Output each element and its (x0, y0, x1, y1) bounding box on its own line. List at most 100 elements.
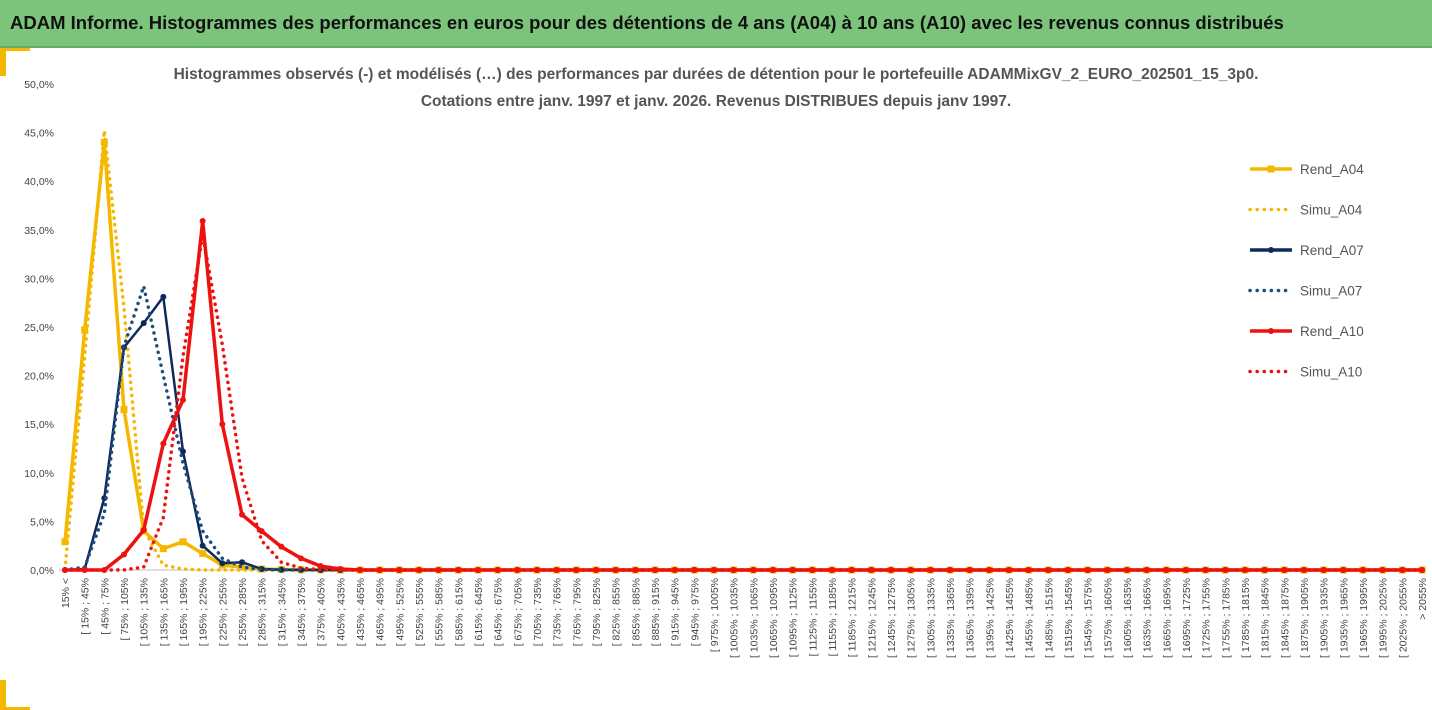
x-tick-label: [ 1125% ; 1155% (807, 578, 819, 656)
x-tick-label: [ 1095% ; 1125% (788, 578, 800, 657)
data-point (947, 567, 953, 573)
x-tick-label: [ 2025% ; 2055% (1397, 578, 1409, 658)
x-tick-label: [ 1605% ; 1635% (1122, 578, 1134, 658)
x-tick-label: [ 1455% ; 1485% (1024, 578, 1036, 658)
x-tick-label: [ 135% ; 165% (158, 578, 170, 646)
x-tick-label: [ 75% ; 105% (119, 578, 131, 640)
x-tick-label: [ 1905% ; 1935% (1319, 578, 1331, 658)
series-line-rend-a04 (63, 140, 1422, 572)
series-line-rend-a10 (65, 219, 1422, 572)
x-tick-label: [ 195% ; 225% (198, 578, 210, 646)
data-point (239, 559, 245, 566)
legend-label-rend-a07: Rend_A07 (1300, 243, 1364, 258)
series-line-simu-a04 (63, 128, 1424, 572)
legend-label-simu-a10: Simu_A10 (1300, 365, 1362, 380)
chart-title: Histogrammes observés (-) et modélisés (… (174, 66, 1259, 83)
data-point (1419, 567, 1425, 573)
x-tick-label: [ 1035% ; 1065% (748, 578, 760, 658)
x-tick-label: [ 1215% ; 1245% (866, 578, 878, 658)
y-tick-label: 10,0% (24, 468, 54, 480)
x-tick-label: [ 1005% ; 1035% (729, 578, 741, 658)
data-point (61, 538, 69, 546)
data-point (986, 567, 993, 573)
data-point (298, 555, 304, 562)
x-tick-label: [ 1725% ; 1755% (1201, 578, 1213, 658)
data-point (160, 440, 167, 447)
legend-marker (1268, 328, 1274, 334)
y-tick-label: 30,0% (24, 273, 54, 285)
x-tick-label: [ 345% ; 375% (296, 578, 308, 646)
y-tick-label: 50,0% (24, 79, 54, 91)
x-tick-label: > 2055% (1417, 578, 1429, 620)
x-tick-label: [ 1155% ; 1185% (827, 578, 839, 656)
series-line-simu-a10 (63, 232, 1424, 572)
legend-marker (1267, 165, 1275, 173)
x-tick-label: [ 435% ; 465% (355, 578, 367, 646)
x-tick-label: [ 1515% ; 1545% (1063, 578, 1075, 658)
x-tick-label: [ 825% ; 855% (611, 578, 623, 646)
x-tick-label: [ 465% ; 495% (375, 578, 387, 646)
corner-mark-top-left-h (0, 48, 30, 51)
data-point (219, 560, 226, 567)
series-rend-a04 (61, 138, 1426, 574)
data-point (179, 538, 187, 546)
x-tick-label: [ 615% ; 645% (473, 578, 485, 646)
y-tick-label: 35,0% (24, 225, 54, 237)
y-tick-label: 15,0% (24, 419, 54, 431)
data-point (199, 542, 206, 549)
series-line-rend-a07 (64, 295, 1422, 572)
data-point (160, 293, 167, 300)
chart-subtitle: Cotations entre janv. 1997 et janv. 2026… (421, 93, 1011, 110)
data-point (829, 567, 835, 573)
x-tick-label: [ 795% ; 825% (591, 578, 603, 646)
x-tick-label: [ 975% ; 1005% (709, 578, 721, 652)
data-point (140, 320, 147, 327)
x-tick-label: [ 165% ; 195% (178, 578, 190, 646)
x-tick-label: [ 1245% ; 1275% (886, 578, 898, 658)
corner-mark-top-left (0, 48, 6, 76)
data-point (868, 567, 875, 573)
data-point (180, 448, 186, 455)
x-tick-label: [ 915% ; 945% (670, 578, 682, 646)
corner-mark-bottom-left (0, 680, 6, 710)
data-point (180, 396, 186, 403)
x-tick-label: [ 105% ; 135% (139, 578, 151, 646)
series-simu-a07 (63, 284, 1424, 572)
legend-item-simu-a10: Simu_A10 (1248, 365, 1362, 380)
series-simu-a04 (63, 128, 1424, 572)
report-banner: ADAM Informe. Histogrammes des performan… (0, 0, 1432, 48)
legend-marker (1268, 247, 1274, 253)
x-tick-label: [ 945% ; 975% (689, 578, 701, 646)
x-tick-label: [ 1845% ; 1875% (1279, 578, 1291, 658)
data-point (966, 567, 973, 573)
x-tick-label: [ 765% ; 795% (571, 578, 583, 646)
data-point (120, 406, 128, 414)
x-tick-label: [ 1365% ; 1395% (965, 578, 977, 658)
y-tick-label: 5,0% (30, 516, 54, 528)
x-tick-label: [ 1395% ; 1425% (984, 578, 996, 658)
corner-mark-bottom-left-h (0, 707, 30, 710)
series-line-simu-a07 (63, 284, 1424, 572)
data-point (159, 545, 167, 553)
data-point (809, 567, 816, 573)
x-tick-label: [ 645% ; 675% (493, 578, 505, 646)
x-tick-label: [ 735% ; 765% (552, 578, 564, 646)
legend-label-rend-a04: Rend_A04 (1300, 162, 1364, 177)
x-tick-label: [ 1755% ; 1785% (1220, 578, 1232, 658)
y-tick-label: 45,0% (24, 128, 54, 140)
report-title: ADAM Informe. Histogrammes des performan… (10, 12, 1284, 33)
data-point (199, 549, 207, 557)
data-point (258, 528, 265, 535)
data-point (81, 326, 89, 334)
x-tick-label: [ 255% ; 285% (237, 578, 249, 646)
histogram-chart: Histogrammes observés (-) et modélisés (… (24, 66, 1429, 658)
data-point (199, 218, 206, 225)
x-tick-label: [ 1185% ; 1215% (847, 578, 859, 657)
data-point (278, 543, 285, 550)
x-tick-label: [ 15% ; 45% (80, 578, 92, 635)
x-tick-label: [ 1575% ; 1605% (1102, 578, 1114, 658)
legend-label-rend-a10: Rend_A10 (1300, 324, 1364, 339)
y-tick-label: 25,0% (24, 322, 54, 334)
data-point (121, 551, 127, 558)
x-tick-label: [ 705% ; 735% (532, 578, 544, 646)
